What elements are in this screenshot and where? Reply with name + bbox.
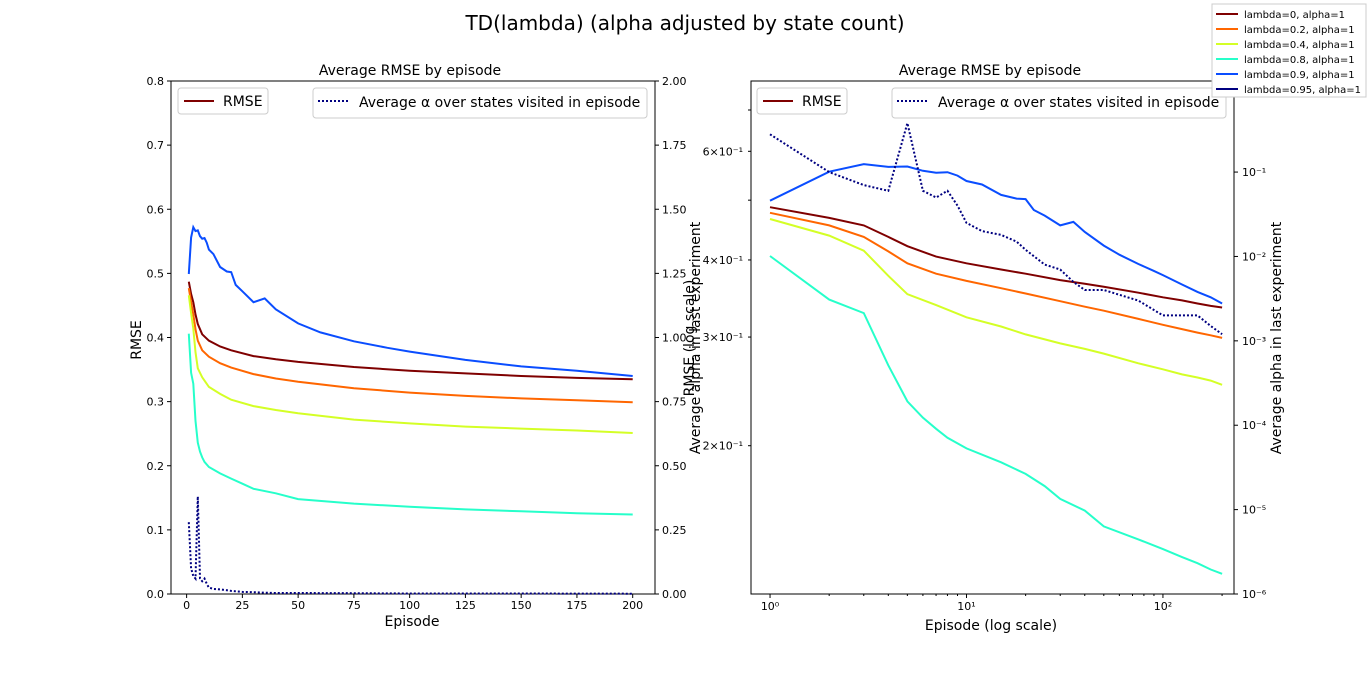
chart-left-y2-tick-label: 0.25	[662, 524, 687, 537]
chart-right-y2-label: Average alpha in last experiment	[1269, 221, 1285, 454]
chart-left-y-tick-label: 0.1	[147, 524, 165, 537]
chart-left-y-tick-label: 0.4	[147, 332, 165, 345]
chart-left-x-tick-label: 75	[347, 599, 361, 612]
chart-left-frame	[170, 80, 656, 595]
global-legend: lambda=0, alpha=1 lambda=0.2, alpha=1 lamb…	[1211, 3, 1367, 98]
global-legend-box	[1211, 3, 1367, 98]
chart-left-series-line-2	[187, 295, 633, 434]
chart-left-series-line-3	[187, 333, 633, 516]
chart-right-x-tick-label: 10²	[1154, 600, 1172, 613]
chart-left-y-tick-label: 0.5	[147, 267, 165, 280]
chart-left-y-tick-label: 0.0	[147, 588, 165, 601]
global-legend-label: lambda=0.95, alpha=1	[1244, 85, 1361, 96]
chart-left-legend-alpha-label: Average α over states visited in episode	[359, 95, 640, 111]
chart-right-series-line-3	[769, 255, 1223, 575]
chart-right-y-ticks: 2×10⁻¹ 3×10⁻¹ 4×10⁻¹ 6×10⁻¹	[703, 109, 751, 453]
chart-left-y-tick-label: 0.8	[147, 75, 165, 88]
chart-right-x-label: Episode (log scale)	[925, 618, 1057, 634]
chart-left-x-tick-label: 200	[622, 599, 643, 612]
chart-left-y2-tick-label: 2.00	[662, 75, 687, 88]
chart-right-y2-tick-label: 10⁻³	[1242, 335, 1266, 348]
chart-left-y2-label-overlap: RMSE (log scale)	[682, 280, 698, 397]
chart-left-x-label: Episode	[385, 614, 440, 630]
chart-left-x-tick-label: 175	[566, 599, 587, 612]
chart-right-y2-tick-label: 10⁻¹	[1242, 166, 1266, 179]
chart-left-y2-tick-label: 0.75	[662, 396, 687, 409]
global-legend-label: lambda=0.4, alpha=1	[1244, 40, 1355, 51]
chart-right-series-line-4	[769, 163, 1223, 305]
chart-left-x-tick-label: 100	[399, 599, 420, 612]
chart-left-y2-tick-label: 1.25	[662, 267, 687, 280]
chart-left-y2-ticks: 0.00 0.25 0.50 0.75 1.00 1.25 1.50 1.75 2.00	[655, 75, 687, 601]
chart-right-frame	[750, 80, 1235, 595]
chart-left-x-ticks: 0 25 50 75 100 125 150 175 200	[183, 594, 643, 612]
chart-left-x-tick-label: 25	[235, 599, 249, 612]
chart-left-legend-rmse-box	[177, 87, 269, 115]
figure-title: TD(lambda) (alpha adjusted by state coun…	[464, 11, 904, 35]
chart-right-y2-tick-label: 10⁻²	[1242, 250, 1266, 263]
global-legend-label: lambda=0.8, alpha=1	[1244, 55, 1355, 66]
global-legend-items: lambda=0, alpha=1 lambda=0.2, alpha=1 lamb…	[1216, 10, 1361, 96]
chart-right-series-line-2	[769, 218, 1223, 386]
global-legend-label: lambda=0.2, alpha=1	[1244, 25, 1355, 36]
chart-right-series-line-1	[769, 211, 1223, 339]
chart-left-legend-rmse-label: RMSE	[223, 94, 263, 110]
chart-left-series-line-4	[187, 224, 633, 377]
chart-left-y2-tick-label: 0.50	[662, 460, 687, 473]
chart-right-y2-tick-label: 10⁻⁵	[1242, 504, 1266, 517]
chart-right-y-tick-label: 3×10⁻¹	[703, 331, 743, 344]
chart-left-y-label: RMSE	[129, 320, 145, 360]
chart-left-series-line-0	[187, 281, 633, 381]
chart-right-legend-alpha-label: Average α over states visited in episode	[938, 95, 1219, 111]
chart-left-series-group	[187, 224, 633, 595]
chart-right-y-tick-label: 2×10⁻¹	[703, 440, 743, 453]
chart-left-y2-tick-label: 1.00	[662, 332, 687, 345]
chart-right-y2-tick-label: 10⁻⁶	[1242, 588, 1267, 601]
chart-right-series-line-0	[769, 206, 1223, 309]
chart-right-y-tick-label: 6×10⁻¹	[703, 145, 743, 158]
chart-left-y2-label: Average alpha in last experiment	[688, 221, 704, 454]
chart-left-series-line-1	[187, 287, 633, 404]
chart-left-y2-tick-label: 1.50	[662, 203, 687, 216]
chart-right-series-group	[769, 122, 1223, 575]
chart-right-x-tick-label: 10¹	[957, 600, 975, 613]
chart-left-legend-alpha-box	[312, 87, 648, 119]
chart-right-y2-ticks: 10⁻⁶10⁻⁵10⁻⁴10⁻³10⁻²10⁻¹10⁰	[1234, 82, 1267, 601]
chart-left-x-tick-label: 0	[183, 599, 190, 612]
chart-left-alpha-line	[187, 496, 633, 595]
chart-left-x-tick-label: 150	[511, 599, 532, 612]
chart-left-y-ticks: 0.0 0.1 0.2 0.3 0.4 0.5 0.6 0.7 0.8	[147, 75, 171, 601]
chart-left-y-tick-label: 0.6	[147, 203, 165, 216]
chart-right-y2-tick-label: 10⁻⁴	[1242, 419, 1267, 432]
chart-right-x-ticks: 10⁰ 10¹ 10²	[761, 594, 1223, 613]
chart-right-x-tick-label: 10⁰	[761, 600, 780, 613]
chart-right: Average RMSE by episode 10⁰ 10¹ 10² 2×10⁻¹…	[703, 63, 1285, 634]
chart-left-y-tick-label: 0.3	[147, 396, 165, 409]
chart-left-y2-tick-label: 1.75	[662, 139, 687, 152]
chart-right-legend-rmse-box	[756, 87, 848, 115]
chart-right-title: Average RMSE by episode	[899, 63, 1081, 79]
chart-left-y-tick-label: 0.7	[147, 139, 165, 152]
chart-left-title: Average RMSE by episode	[319, 63, 501, 79]
chart-left-x-tick-label: 50	[291, 599, 305, 612]
global-legend-label: lambda=0, alpha=1	[1244, 10, 1345, 21]
chart-right-y-tick-label: 4×10⁻¹	[703, 254, 743, 267]
chart-left-x-tick-label: 125	[455, 599, 476, 612]
chart-left-y-tick-label: 0.2	[147, 460, 165, 473]
chart-left: Average RMSE by episode 0 25 50 75 100 125 150…	[129, 63, 704, 630]
chart-right-legend-rmse-label: RMSE	[802, 94, 842, 110]
chart-right-legend-alpha-box	[891, 87, 1227, 119]
global-legend-label: lambda=0.9, alpha=1	[1244, 70, 1355, 81]
chart-left-y2-tick-label: 0.00	[662, 588, 687, 601]
